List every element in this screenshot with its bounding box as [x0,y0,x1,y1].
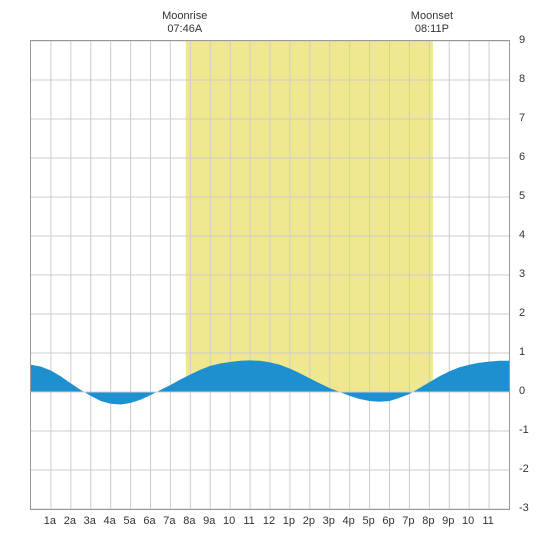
moonrise-time: 07:46A [162,23,207,36]
x-tick-label: 2p [303,515,315,527]
x-tick-label: 5p [362,515,374,527]
y-tick-label: 0 [519,385,525,397]
x-tick-label: 10 [223,515,235,527]
x-axis-ticks: 1a 2a 3a 4a 5a 6a 7a 8a 9a 10 11 12 1p 2p 3p 4p 5p 6p 7p 8p… [30,515,510,535]
x-tick-label: 12 [263,515,275,527]
x-tick-label: 7a [163,515,175,527]
x-tick-label: 6a [143,515,155,527]
y-tick-label: -1 [519,424,529,436]
x-tick-label: 11 [243,515,254,527]
x-tick-label: 9p [442,515,454,527]
x-tick-label: 5a [123,515,135,527]
y-axis-ticks: -3-2-10123456789 [515,40,545,510]
moonset-time: 08:11P [411,23,453,36]
x-tick-label: 11 [482,515,493,527]
moonset-label: Moonset 08:11P [411,10,453,36]
x-tick-label: 1p [283,515,295,527]
y-tick-label: 3 [519,268,525,280]
y-tick-label: 9 [519,34,525,46]
x-tick-label: 4p [343,515,355,527]
x-tick-label: 3a [84,515,96,527]
x-tick-label: 3p [323,515,335,527]
x-tick-label: 6p [382,515,394,527]
x-tick-label: 8p [422,515,434,527]
y-tick-label: 7 [519,112,525,124]
moonrise-title: Moonrise [162,10,207,23]
y-tick-label: 4 [519,229,525,241]
x-tick-label: 8a [183,515,195,527]
x-tick-label: 2a [64,515,76,527]
x-tick-label: 4a [104,515,116,527]
x-tick-label: 10 [462,515,474,527]
y-tick-label: -3 [519,502,529,514]
y-tick-label: 6 [519,151,525,163]
tide-chart [30,40,510,510]
chart-svg [31,41,509,509]
x-tick-label: 1a [44,515,56,527]
y-tick-label: 5 [519,190,525,202]
y-tick-label: 2 [519,307,525,319]
y-tick-label: 1 [519,346,525,358]
y-tick-label: 8 [519,73,525,85]
x-tick-label: 9a [203,515,215,527]
moonset-title: Moonset [411,10,453,23]
x-tick-label: 7p [402,515,414,527]
moonrise-label: Moonrise 07:46A [162,10,207,36]
y-tick-label: -2 [519,463,529,475]
moon-labels-row: Moonrise 07:46A Moonset 08:11P [0,10,550,40]
